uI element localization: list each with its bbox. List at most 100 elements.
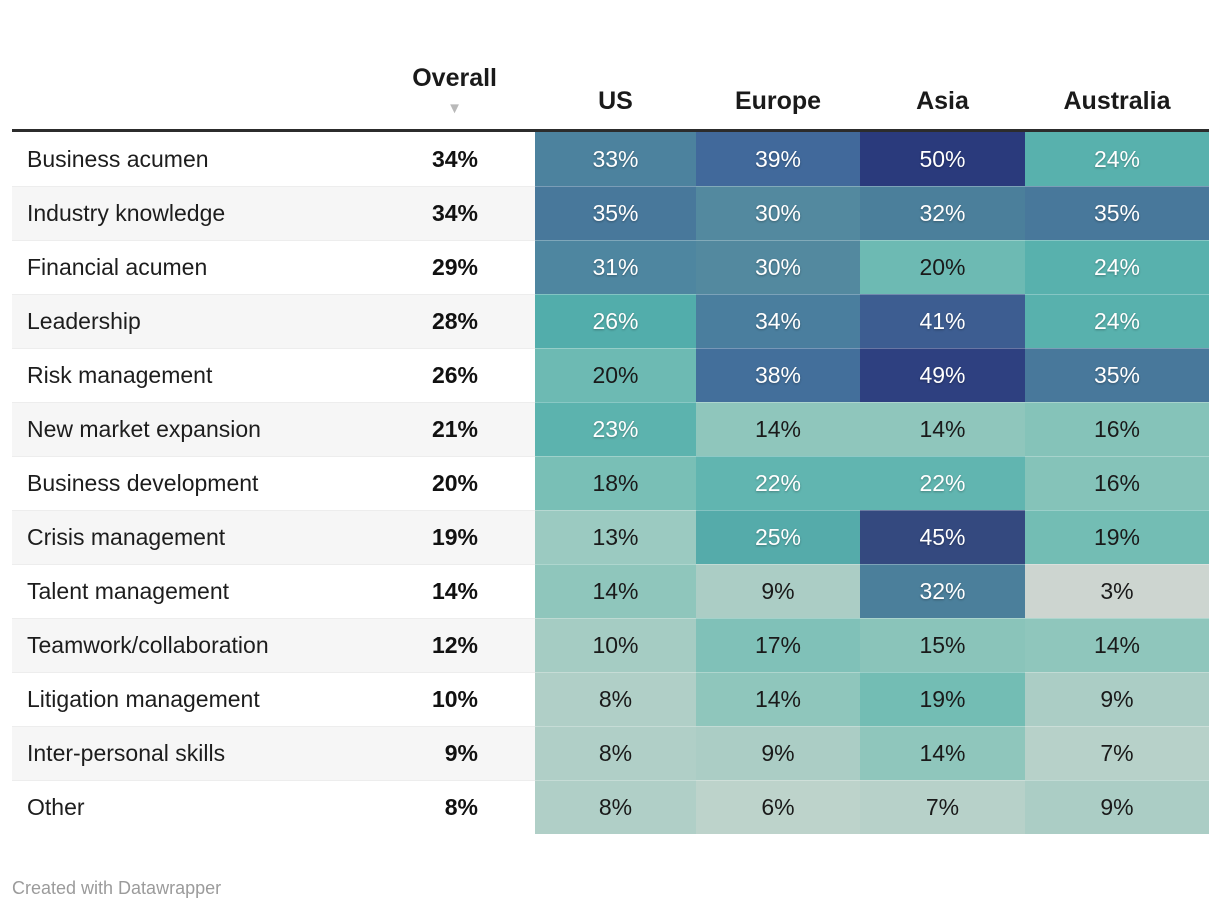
row-spacer xyxy=(478,726,535,780)
table-row: New market expansion 21% 23% 14% 14% 16% xyxy=(12,402,1209,456)
row-label: Business acumen xyxy=(27,145,209,172)
row-spacer xyxy=(478,510,535,564)
heatmap-cell-europe: 39% xyxy=(696,132,860,186)
table-row: Leadership 28% 26% 34% 41% 24% xyxy=(12,294,1209,348)
heatmap-cell-europe: 14% xyxy=(696,672,860,726)
row-spacer xyxy=(478,564,535,618)
row-label: Industry knowledge xyxy=(12,186,358,240)
row-label: New market expansion xyxy=(12,402,358,456)
overall-value: 10% xyxy=(358,672,478,726)
table-row: Teamwork/collaboration 12% 10% 17% 15% 1… xyxy=(12,618,1209,672)
heatmap-cell-australia: 14% xyxy=(1025,618,1209,672)
heatmap-cell-us: 20% xyxy=(535,348,696,402)
table-row: Litigation management 10% 8% 14% 19% 9% xyxy=(12,672,1209,726)
heatmap-cell-us: 18% xyxy=(535,456,696,510)
heatmap-cell-us: 8% xyxy=(535,726,696,780)
row-spacer xyxy=(478,348,535,402)
table-row: Other 8% 8% 6% 7% 9% xyxy=(12,780,1209,834)
heatmap-cell-us: 13% xyxy=(535,510,696,564)
column-header-europe[interactable]: Europe xyxy=(734,87,822,115)
row-label: Teamwork/collaboration xyxy=(12,618,358,672)
heatmap-cell-asia: 15% xyxy=(860,618,1025,672)
heatmap-cell-asia: 14% xyxy=(860,726,1025,780)
heatmap-cell-australia: 16% xyxy=(1025,456,1209,510)
overall-value: 14% xyxy=(358,564,478,618)
overall-value: 21% xyxy=(358,402,478,456)
row-spacer xyxy=(478,240,535,294)
row-label: Financial acumen xyxy=(12,240,358,294)
datawrapper-attribution-link[interactable]: Created with Datawrapper xyxy=(12,878,222,898)
heatmap-cell-europe: 9% xyxy=(696,564,860,618)
table-header-row: Overall ▼ US Europe Asia Australia xyxy=(12,0,1209,132)
heatmap-cell-asia: 50% xyxy=(860,132,1025,186)
table-row: Risk management 26% 20% 38% 49% 35% xyxy=(12,348,1209,402)
row-label: Leadership xyxy=(12,294,358,348)
heatmap-cell-us: 8% xyxy=(535,672,696,726)
heatmap-cell-asia: 7% xyxy=(860,780,1025,834)
row-spacer xyxy=(478,294,535,348)
heatmap-cell-europe: 25% xyxy=(696,510,860,564)
row-spacer xyxy=(478,672,535,726)
heatmap-cell-us: 8% xyxy=(535,780,696,834)
heatmap-cell-europe: 14% xyxy=(696,402,860,456)
row-label: Risk management xyxy=(12,348,358,402)
heatmap-cell-asia: 41% xyxy=(860,294,1025,348)
heatmap-cell-australia: 24% xyxy=(1025,132,1209,186)
overall-value: 8% xyxy=(358,780,478,834)
heatmap-cell-us: 31% xyxy=(535,240,696,294)
overall-value: 34% xyxy=(358,186,478,240)
row-label: Business development xyxy=(12,456,358,510)
heatmap-cell-us: 23% xyxy=(535,402,696,456)
row-spacer xyxy=(478,186,535,240)
heatmap-cell-asia: 20% xyxy=(860,240,1025,294)
heatmap-cell-asia: 19% xyxy=(860,672,1025,726)
row-label: Crisis management xyxy=(12,510,358,564)
heatmap-cell-australia: 19% xyxy=(1025,510,1209,564)
heatmap-cell-asia: 22% xyxy=(860,456,1025,510)
heatmap-cell-europe: 22% xyxy=(696,456,860,510)
heatmap-cell-asia: 49% xyxy=(860,348,1025,402)
heatmap-cell-asia: 32% xyxy=(860,186,1025,240)
row-spacer xyxy=(478,456,535,510)
heatmap-cell-australia: 3% xyxy=(1025,564,1209,618)
heatmap-cell-europe: 30% xyxy=(696,186,860,240)
heatmap-cell-europe: 34% xyxy=(696,294,860,348)
heatmap-cell-australia: 24% xyxy=(1025,240,1209,294)
heatmap-cell-australia: 24% xyxy=(1025,294,1209,348)
table-row: Financial acumen 29% 31% 30% 20% 24% xyxy=(12,240,1209,294)
row-spacer xyxy=(478,402,535,456)
column-header-asia[interactable]: Asia xyxy=(916,87,969,115)
heatmap-cell-europe: 17% xyxy=(696,618,860,672)
heatmap-cell-europe: 38% xyxy=(696,348,860,402)
overall-value: 9% xyxy=(358,726,478,780)
heatmap-cell-australia: 35% xyxy=(1025,348,1209,402)
column-header-overall[interactable]: Overall ▼ xyxy=(358,64,497,130)
heatmap-cell-australia: 9% xyxy=(1025,672,1209,726)
table-row: Business acumen 34% 33% 39% 50% 24% xyxy=(12,132,1209,186)
column-header-us[interactable]: US xyxy=(598,87,633,115)
overall-value: 12% xyxy=(358,618,478,672)
row-spacer xyxy=(478,132,535,186)
row-label: Inter-personal skills xyxy=(12,726,358,780)
heatmap-cell-asia: 45% xyxy=(860,510,1025,564)
table-row: Industry knowledge 34% 35% 30% 32% 35% xyxy=(12,186,1209,240)
heatmap-cell-australia: 35% xyxy=(1025,186,1209,240)
row-spacer xyxy=(478,618,535,672)
column-header-australia[interactable]: Australia xyxy=(1063,87,1171,115)
heatmap-cell-us: 14% xyxy=(535,564,696,618)
heatmap-cell-australia: 7% xyxy=(1025,726,1209,780)
heatmap-cell-us: 35% xyxy=(535,186,696,240)
heatmap-cell-asia: 14% xyxy=(860,402,1025,456)
heatmap-cell-europe: 9% xyxy=(696,726,860,780)
heatmap-cell-asia: 32% xyxy=(860,564,1025,618)
heatmap-cell-us: 10% xyxy=(535,618,696,672)
overall-header-label: Overall xyxy=(412,63,497,92)
table-row: Inter-personal skills 9% 8% 9% 14% 7% xyxy=(12,726,1209,780)
overall-value: 34% xyxy=(431,145,478,172)
heatmap-cell-europe: 30% xyxy=(696,240,860,294)
heatmap-cell-us: 33% xyxy=(535,132,696,186)
row-label: Other xyxy=(12,780,358,834)
heatmap-cell-australia: 16% xyxy=(1025,402,1209,456)
overall-value: 19% xyxy=(358,510,478,564)
heatmap-cell-us: 26% xyxy=(535,294,696,348)
